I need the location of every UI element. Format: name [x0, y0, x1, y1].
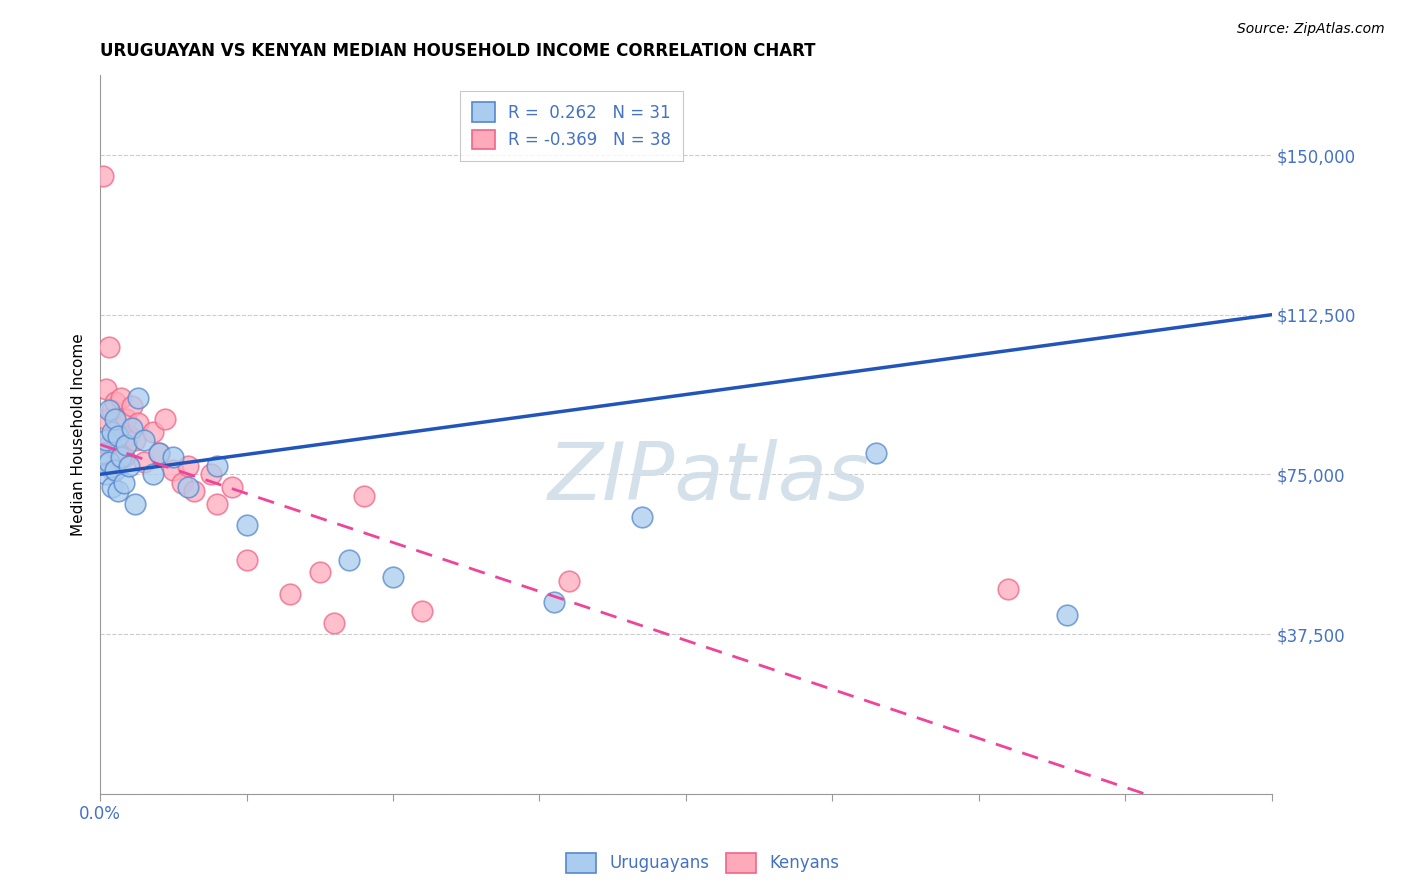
Point [177, 458, 200, 473]
Point [411, 604, 433, 618]
Point [97, 340, 120, 354]
Point [91, 446, 114, 460]
Point [107, 429, 129, 443]
Point [118, 429, 141, 443]
Point [91, 169, 114, 184]
Text: ZIPatlas: ZIPatlas [548, 439, 870, 516]
Point [865, 446, 887, 460]
Point [94, 412, 117, 426]
Legend: R =  0.262   N = 31, R = -0.369   N = 38: R = 0.262 N = 31, R = -0.369 N = 38 [460, 91, 683, 161]
Point [91, 454, 114, 468]
Point [124, 497, 146, 511]
Point [94, 382, 117, 396]
Point [132, 434, 155, 448]
Point [104, 463, 127, 477]
Point [308, 566, 330, 580]
Legend: Uruguayans, Kenyans: Uruguayans, Kenyans [560, 847, 846, 880]
Point [94, 467, 117, 482]
Text: Source: ZipAtlas.com: Source: ZipAtlas.com [1237, 22, 1385, 37]
Point [207, 497, 229, 511]
Point [543, 595, 565, 609]
Point [112, 475, 135, 490]
Point [97, 403, 120, 417]
Point [124, 434, 146, 448]
Point [101, 403, 124, 417]
Point [235, 552, 257, 566]
Point [110, 391, 132, 405]
Point [557, 574, 579, 588]
Point [104, 395, 127, 409]
Point [280, 586, 302, 600]
Point [115, 412, 138, 426]
Point [142, 467, 165, 482]
Point [97, 454, 120, 468]
Point [148, 446, 170, 460]
Point [101, 480, 124, 494]
Point [104, 412, 127, 426]
Point [97, 437, 120, 451]
Point [1056, 607, 1078, 622]
Point [337, 552, 360, 566]
Point [121, 399, 143, 413]
Point [631, 510, 654, 524]
Point [172, 475, 194, 490]
Text: URUGUAYAN VS KENYAN MEDIAN HOUSEHOLD INCOME CORRELATION CHART: URUGUAYAN VS KENYAN MEDIAN HOUSEHOLD INC… [100, 42, 815, 60]
Point [183, 484, 205, 499]
Point [94, 434, 117, 448]
Point [121, 420, 143, 434]
Point [142, 425, 165, 439]
Point [132, 454, 155, 468]
Point [104, 425, 127, 439]
Point [127, 391, 149, 405]
Point [148, 446, 170, 460]
Point [107, 446, 129, 460]
Point [153, 412, 176, 426]
Point [323, 616, 346, 631]
Point [118, 458, 141, 473]
Point [101, 463, 124, 477]
Y-axis label: Median Household Income: Median Household Income [72, 333, 86, 536]
Point [101, 425, 124, 439]
Point [221, 480, 243, 494]
Point [200, 467, 222, 482]
Point [127, 417, 149, 431]
Point [207, 458, 229, 473]
Point [177, 480, 200, 494]
Point [107, 420, 129, 434]
Point [353, 489, 375, 503]
Point [110, 450, 132, 465]
Point [382, 569, 405, 583]
Point [112, 450, 135, 465]
Point [997, 582, 1019, 597]
Point [162, 463, 184, 477]
Point [115, 437, 138, 451]
Point [235, 518, 257, 533]
Point [107, 484, 129, 499]
Point [162, 450, 184, 465]
